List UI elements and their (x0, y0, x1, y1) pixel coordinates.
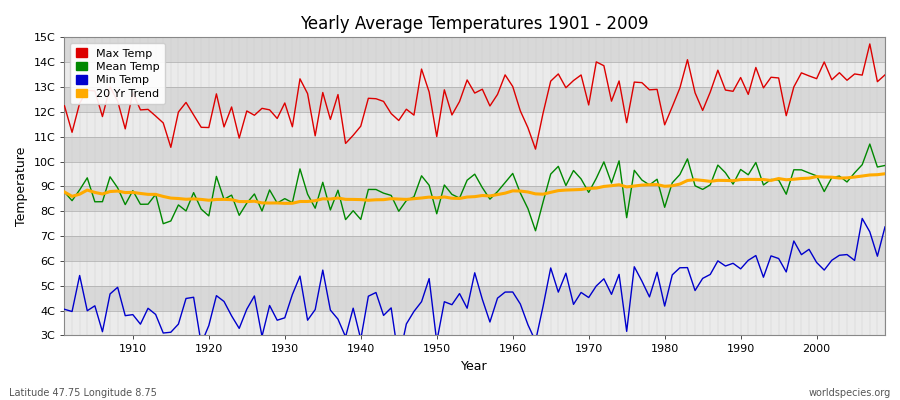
Bar (65, 310, 885, 336)
Text: Latitude 47.75 Longitude 8.75: Latitude 47.75 Longitude 8.75 (9, 388, 157, 398)
Bar (65, 162, 885, 186)
Bar (65, 286, 885, 310)
Bar (65, 37, 885, 62)
Bar (65, 261, 885, 286)
Bar (65, 211, 885, 236)
Bar (65, 112, 885, 137)
Bar (65, 236, 885, 261)
X-axis label: Year: Year (462, 360, 488, 373)
Bar (65, 87, 885, 112)
Y-axis label: Temperature: Temperature (15, 147, 28, 226)
Text: worldspecies.org: worldspecies.org (809, 388, 891, 398)
Legend: Max Temp, Mean Temp, Min Temp, 20 Yr Trend: Max Temp, Mean Temp, Min Temp, 20 Yr Tre… (70, 43, 165, 104)
Bar (65, 137, 885, 162)
Title: Yearly Average Temperatures 1901 - 2009: Yearly Average Temperatures 1901 - 2009 (301, 15, 649, 33)
Bar (65, 186, 885, 211)
Bar (65, 62, 885, 87)
